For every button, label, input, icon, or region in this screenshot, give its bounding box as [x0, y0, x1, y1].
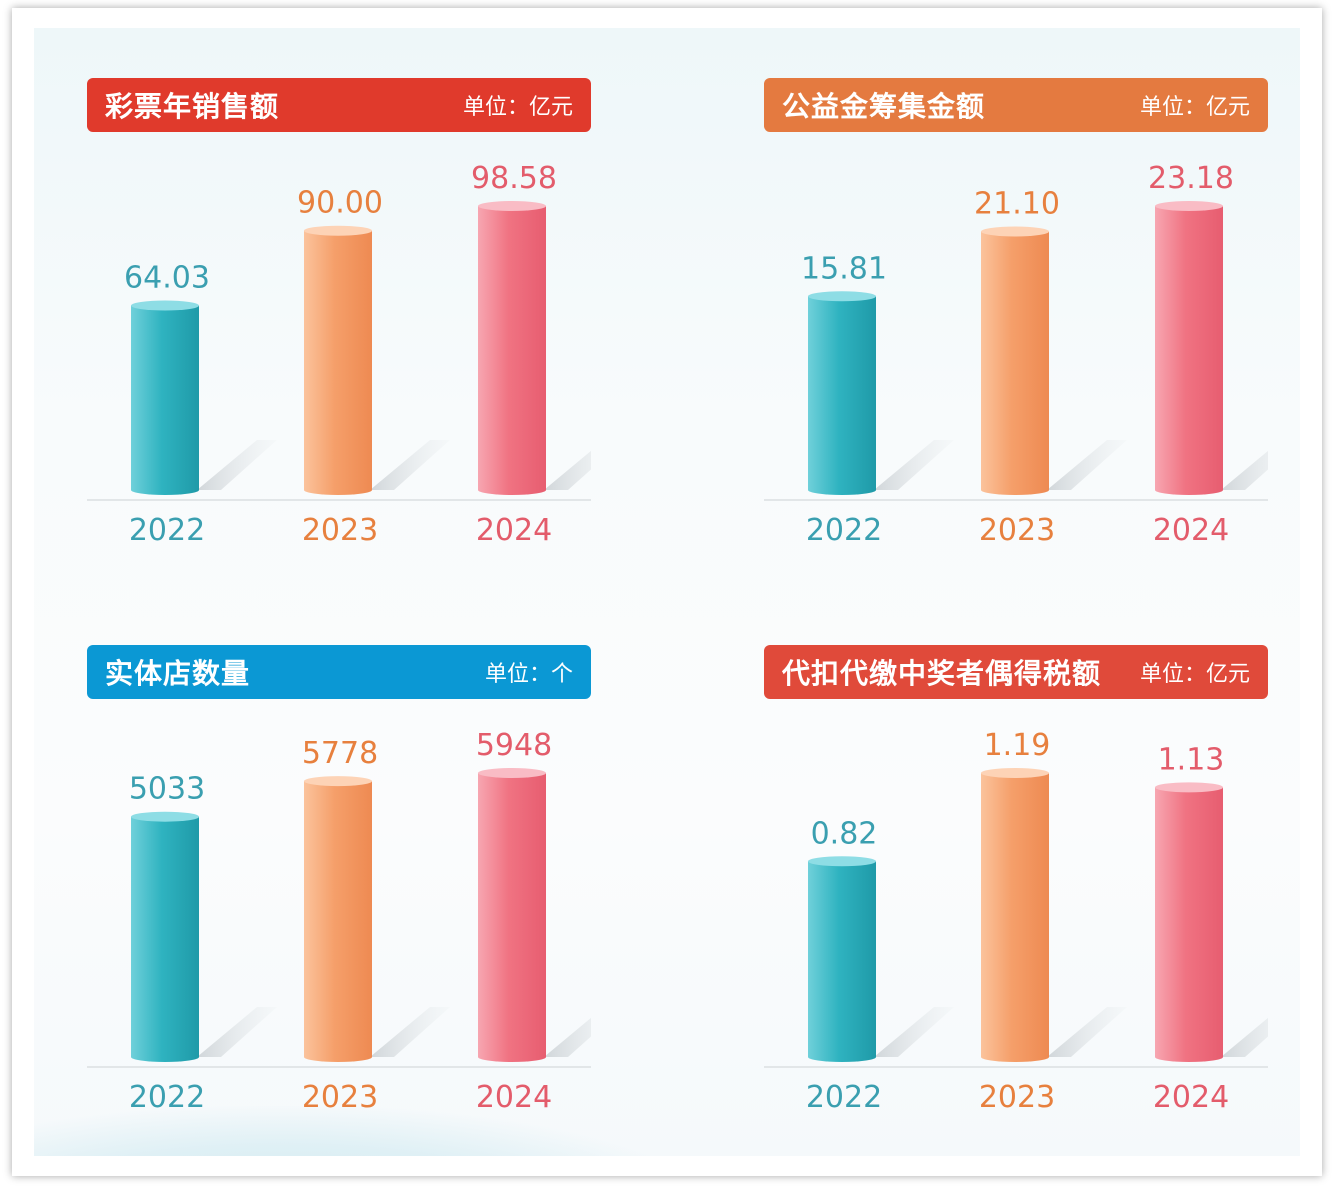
panel-welfare-fund: 公益金筹集金额 单位：亿元 15.81 2022 21.10 2023 23.18 202… [764, 78, 1268, 548]
panel-title: 公益金筹集金额 [782, 90, 986, 123]
background-hill [34, 1106, 714, 1156]
bar-shadow [197, 1007, 277, 1057]
category-label: 2024 [1153, 1080, 1229, 1115]
value-label: 15.81 [801, 251, 887, 286]
bar-2023 [304, 781, 372, 1062]
bar-chart: 15.81 2022 21.10 2023 23.18 2024 [764, 161, 1268, 548]
panel-title: 代扣代缴中奖者偶得税额 [782, 657, 1102, 690]
value-label: 5778 [302, 736, 378, 771]
bar-chart: 5033 2022 5778 2023 5948 2024 [87, 728, 591, 1115]
panel-lottery-sales: 彩票年销售额 单位：亿元 64.03 2022 90.00 2023 98.58 2024 [87, 78, 591, 548]
bar-2024 [478, 206, 546, 495]
panel-title: 彩票年销售额 [105, 90, 280, 123]
infographic-background: 彩票年销售额 单位：亿元 64.03 2022 90.00 2023 98.58 2024… [34, 28, 1300, 1156]
panel-header: 代扣代缴中奖者偶得税额 单位：亿元 [764, 645, 1268, 699]
bar-shadow [370, 440, 450, 490]
bar-top [808, 291, 876, 302]
bar-shadow [544, 450, 591, 490]
bar-top [131, 300, 199, 311]
panel-unit: 单位：亿元 [1139, 662, 1250, 687]
bar-top [1155, 201, 1223, 211]
bar-top [981, 768, 1049, 778]
category-label: 2022 [129, 513, 205, 548]
bar-shadow [1221, 1017, 1268, 1057]
bar-top [304, 776, 372, 787]
bar-shadow [1047, 440, 1127, 490]
category-label: 2023 [302, 513, 378, 548]
panel-header: 彩票年销售额 单位：亿元 [87, 78, 591, 132]
bar-2022 [808, 296, 876, 495]
value-label: 21.10 [974, 186, 1060, 221]
infographic-frame: 彩票年销售额 单位：亿元 64.03 2022 90.00 2023 98.58 2024… [12, 8, 1322, 1176]
category-label: 2022 [129, 1080, 205, 1115]
bar-top [808, 856, 876, 867]
bar-2023 [981, 231, 1049, 495]
panel-unit: 单位：个 [484, 662, 573, 687]
value-label: 98.58 [471, 161, 557, 196]
value-label: 90.00 [297, 186, 383, 221]
bar-2023 [981, 773, 1049, 1062]
value-label: 5948 [476, 728, 552, 763]
panel-unit: 单位：亿元 [1139, 95, 1250, 120]
bar-2024 [478, 773, 546, 1062]
category-label: 2023 [979, 1080, 1055, 1115]
bar-top [981, 226, 1049, 237]
category-label: 2022 [806, 1080, 882, 1115]
panel-title: 实体店数量 [105, 657, 251, 690]
bar-shadow [1047, 1007, 1127, 1057]
panel-header: 实体店数量 单位：个 [87, 645, 591, 699]
category-label: 2024 [476, 513, 552, 548]
panel-header: 公益金筹集金额 单位：亿元 [764, 78, 1268, 132]
bar-top [478, 768, 546, 778]
bar-2024 [1155, 787, 1223, 1062]
value-label: 23.18 [1148, 161, 1234, 196]
category-label: 2022 [806, 513, 882, 548]
bar-chart: 0.82 2022 1.19 2023 1.13 2024 [764, 728, 1268, 1115]
bar-2023 [304, 230, 372, 495]
panel-withheld-tax: 代扣代缴中奖者偶得税额 单位：亿元 0.82 2022 1.19 2023 1.13 20… [764, 645, 1268, 1115]
category-label: 2023 [302, 1080, 378, 1115]
bar-shadow [544, 1017, 591, 1057]
bar-top [478, 201, 546, 211]
panel-store-count: 实体店数量 单位：个 5033 2022 5778 2023 5948 2024 [87, 645, 591, 1115]
bar-shadow [1221, 450, 1268, 490]
bar-top [1155, 782, 1223, 793]
category-label: 2024 [476, 1080, 552, 1115]
category-label: 2023 [979, 513, 1055, 548]
bar-2022 [808, 861, 876, 1062]
bar-top [304, 225, 372, 236]
value-label: 1.13 [1158, 742, 1225, 777]
bar-shadow [874, 440, 954, 490]
bar-2022 [131, 305, 199, 495]
value-label: 1.19 [984, 728, 1051, 763]
category-label: 2024 [1153, 513, 1229, 548]
bar-2024 [1155, 206, 1223, 495]
bar-shadow [370, 1007, 450, 1057]
value-label: 64.03 [124, 261, 210, 296]
bar-chart: 64.03 2022 90.00 2023 98.58 2024 [87, 161, 591, 548]
bar-2022 [131, 816, 199, 1062]
panel-unit: 单位：亿元 [462, 95, 573, 120]
bar-shadow [874, 1007, 954, 1057]
bar-top [131, 811, 199, 822]
bar-shadow [197, 440, 277, 490]
value-label: 0.82 [811, 816, 878, 851]
value-label: 5033 [129, 772, 205, 807]
